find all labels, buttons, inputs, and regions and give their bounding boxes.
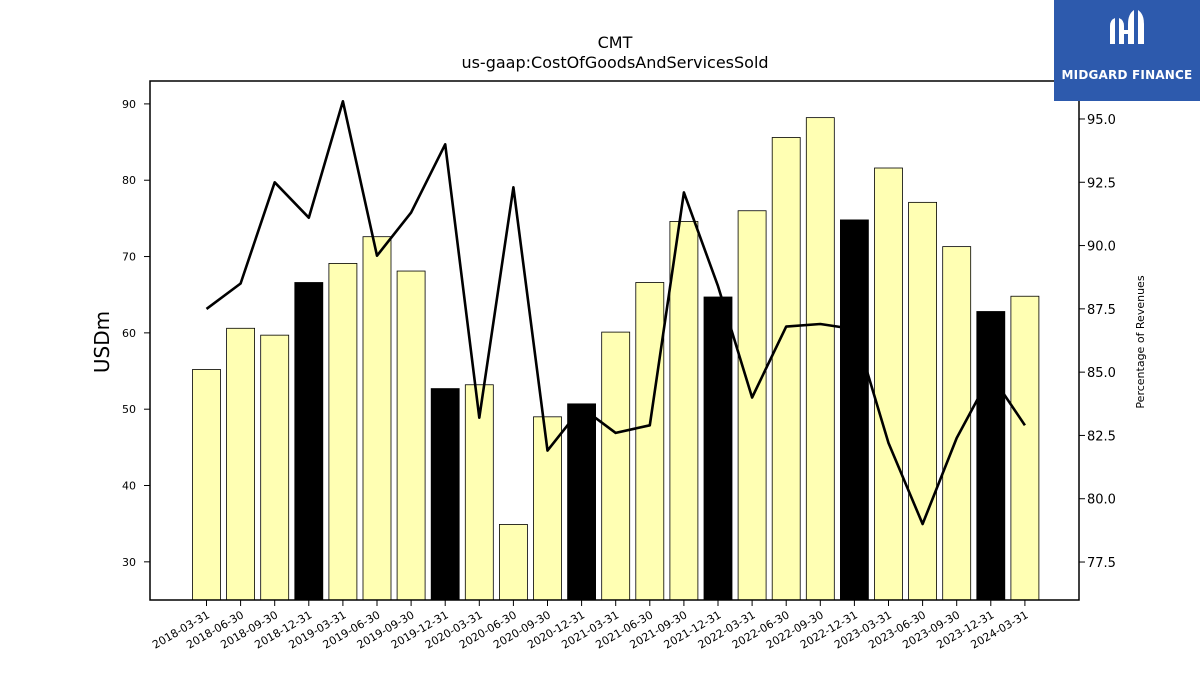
y2-tick-label: 85.0 bbox=[1087, 366, 1116, 381]
bar-2021-03-31 bbox=[601, 331, 631, 601]
y-axis-label: USDm bbox=[90, 311, 114, 373]
bar-2021-09-30 bbox=[669, 221, 699, 601]
y-tick-label: 90 bbox=[122, 98, 136, 111]
bar-2023-03-31 bbox=[874, 167, 903, 601]
plot-area: 30 40 50 60 70 80 90 77.5 80.0 82.5 85.0 87.5 90.0 92… bbox=[122, 98, 1116, 652]
bar-2019-09-30 bbox=[396, 270, 426, 601]
bar-2020-06-30 bbox=[498, 524, 528, 601]
bar-2022-12-31 bbox=[840, 219, 869, 601]
y2-tick-label: 90.0 bbox=[1087, 240, 1116, 255]
bar-2021-06-30 bbox=[635, 282, 665, 601]
bar-2018-03-31 bbox=[192, 369, 221, 601]
bar-2019-12-31 bbox=[430, 388, 460, 601]
midgard-logo-icon bbox=[1110, 10, 1144, 44]
y2-axis-label: Percentage of Revenues bbox=[1134, 275, 1147, 408]
chart-subtitle: us-gaap:CostOfGoodsAndServicesSold bbox=[461, 53, 768, 72]
bar-2023-09-30 bbox=[942, 246, 972, 601]
bar-2022-09-30 bbox=[805, 117, 835, 601]
bar-2018-09-30 bbox=[260, 334, 290, 601]
bar-2018-06-30 bbox=[226, 327, 256, 601]
plot-frame bbox=[149, 80, 1080, 601]
bar-2018-12-31 bbox=[294, 282, 324, 601]
y-tick-label: 50 bbox=[122, 403, 136, 416]
bar-2022-06-30 bbox=[771, 137, 801, 601]
chart-title: CMT bbox=[598, 33, 633, 52]
y2-tick-label: 80.0 bbox=[1087, 493, 1116, 508]
y-tick-label: 70 bbox=[122, 251, 136, 264]
y2-tick-label: 87.5 bbox=[1087, 303, 1116, 318]
bar-2023-12-31 bbox=[976, 311, 1006, 601]
midgard-finance-logo: MIDGARD FINANCE bbox=[1054, 0, 1200, 101]
bar-2020-12-31 bbox=[567, 403, 596, 601]
y2-tick-label: 82.5 bbox=[1087, 429, 1116, 444]
y-tick-label: 60 bbox=[122, 327, 136, 340]
bar-2023-06-30 bbox=[908, 201, 937, 601]
bar-2019-06-30 bbox=[362, 236, 392, 601]
y2-tick-label: 92.5 bbox=[1087, 176, 1116, 191]
percentage-line bbox=[205, 100, 1026, 526]
y-tick-label: 40 bbox=[122, 480, 136, 493]
bar-2019-03-31 bbox=[328, 263, 358, 601]
bar-2021-12-31 bbox=[703, 296, 733, 601]
bar-2020-03-31 bbox=[464, 384, 494, 601]
logo-text: MIDGARD FINANCE bbox=[1061, 68, 1193, 82]
y-tick-label: 80 bbox=[122, 174, 136, 187]
y-tick-label: 30 bbox=[122, 556, 136, 569]
bar-2024-03-31 bbox=[1010, 295, 1040, 601]
y2-tick-label: 95.0 bbox=[1087, 113, 1116, 128]
y2-tick-label: 77.5 bbox=[1087, 556, 1116, 571]
bar-2022-03-31 bbox=[737, 210, 767, 601]
